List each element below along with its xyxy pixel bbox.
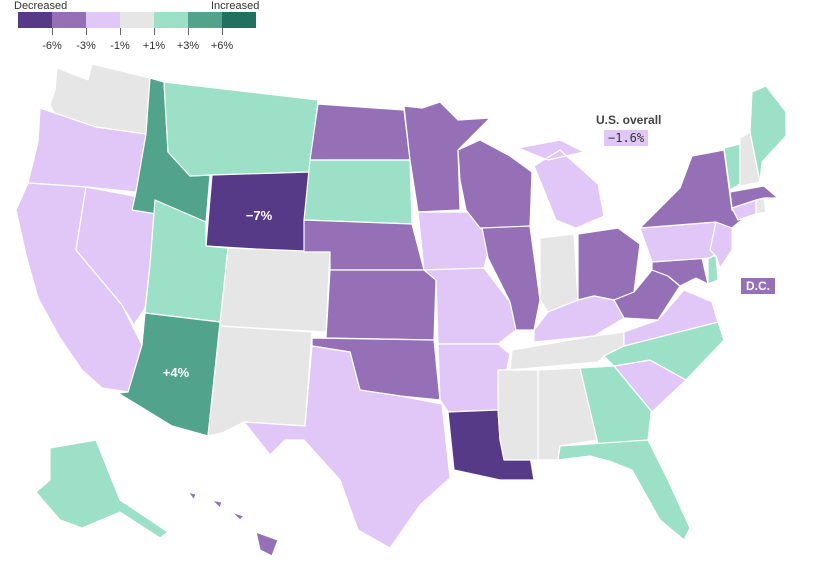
wyoming-value-label: −7%: [246, 208, 273, 223]
legend-tick-mark: [86, 28, 87, 35]
legend-swatch: [120, 12, 154, 28]
state-hawaii[interactable]: [187, 491, 279, 557]
legend-swatch: [222, 12, 256, 28]
state-kansas[interactable]: [325, 269, 437, 341]
legend-swatch: [18, 12, 52, 28]
legend-decreased-label: Decreased: [14, 0, 68, 12]
legend-tick-label: -3%: [76, 40, 96, 52]
state-georgia[interactable]: [579, 365, 653, 445]
legend-tick-mark: [52, 28, 53, 35]
legend-swatch: [52, 12, 86, 28]
state-colorado[interactable]: [219, 247, 331, 333]
state-wisconsin[interactable]: [457, 139, 533, 229]
state-massachusetts[interactable]: [729, 185, 779, 209]
state-delaware[interactable]: [707, 255, 719, 285]
us-overall-label: U.S. overall: [596, 113, 662, 127]
state-michigan[interactable]: [517, 139, 605, 229]
dc-label: D.C.: [741, 278, 775, 294]
state-south-dakota[interactable]: [303, 159, 413, 225]
state-montana[interactable]: [163, 81, 319, 177]
us-overall-value: −1.6%: [604, 130, 649, 146]
legend-tick-label: -1%: [110, 40, 130, 52]
state-missouri[interactable]: [423, 267, 517, 345]
legend-tick-mark: [120, 28, 121, 35]
state-florida[interactable]: [557, 439, 691, 541]
state-ohio[interactable]: [577, 227, 641, 301]
state-mississippi[interactable]: [497, 369, 539, 461]
legend-tick-label: -6%: [42, 40, 62, 52]
legend-swatch: [154, 12, 188, 28]
state-texas[interactable]: [243, 345, 451, 549]
state-minnesota[interactable]: [403, 101, 491, 213]
legend-color-scale: [18, 12, 256, 28]
state-north-dakota[interactable]: [309, 103, 411, 161]
state-oregon[interactable]: [27, 107, 147, 193]
legend-tick-mark: [154, 28, 155, 35]
legend-tick-label: +1%: [142, 40, 166, 52]
legend-increased-label: Increased: [211, 0, 260, 12]
state-alaska[interactable]: [35, 439, 169, 539]
legend-tick-label: +3%: [176, 40, 200, 52]
legend-tick-label: +6%: [210, 40, 234, 52]
state-maryland[interactable]: [651, 257, 709, 287]
state-maine[interactable]: [749, 85, 787, 183]
legend-tick-mark: [188, 28, 189, 35]
state-new-mexico[interactable]: [207, 325, 313, 437]
legend-swatch: [188, 12, 222, 28]
state-illinois[interactable]: [481, 225, 541, 331]
legend-swatch: [86, 12, 120, 28]
arizona-value-label: +4%: [163, 365, 190, 380]
state-indiana[interactable]: [539, 233, 579, 313]
state-rhode-island[interactable]: [755, 197, 767, 215]
legend-tick-mark: [222, 28, 223, 35]
